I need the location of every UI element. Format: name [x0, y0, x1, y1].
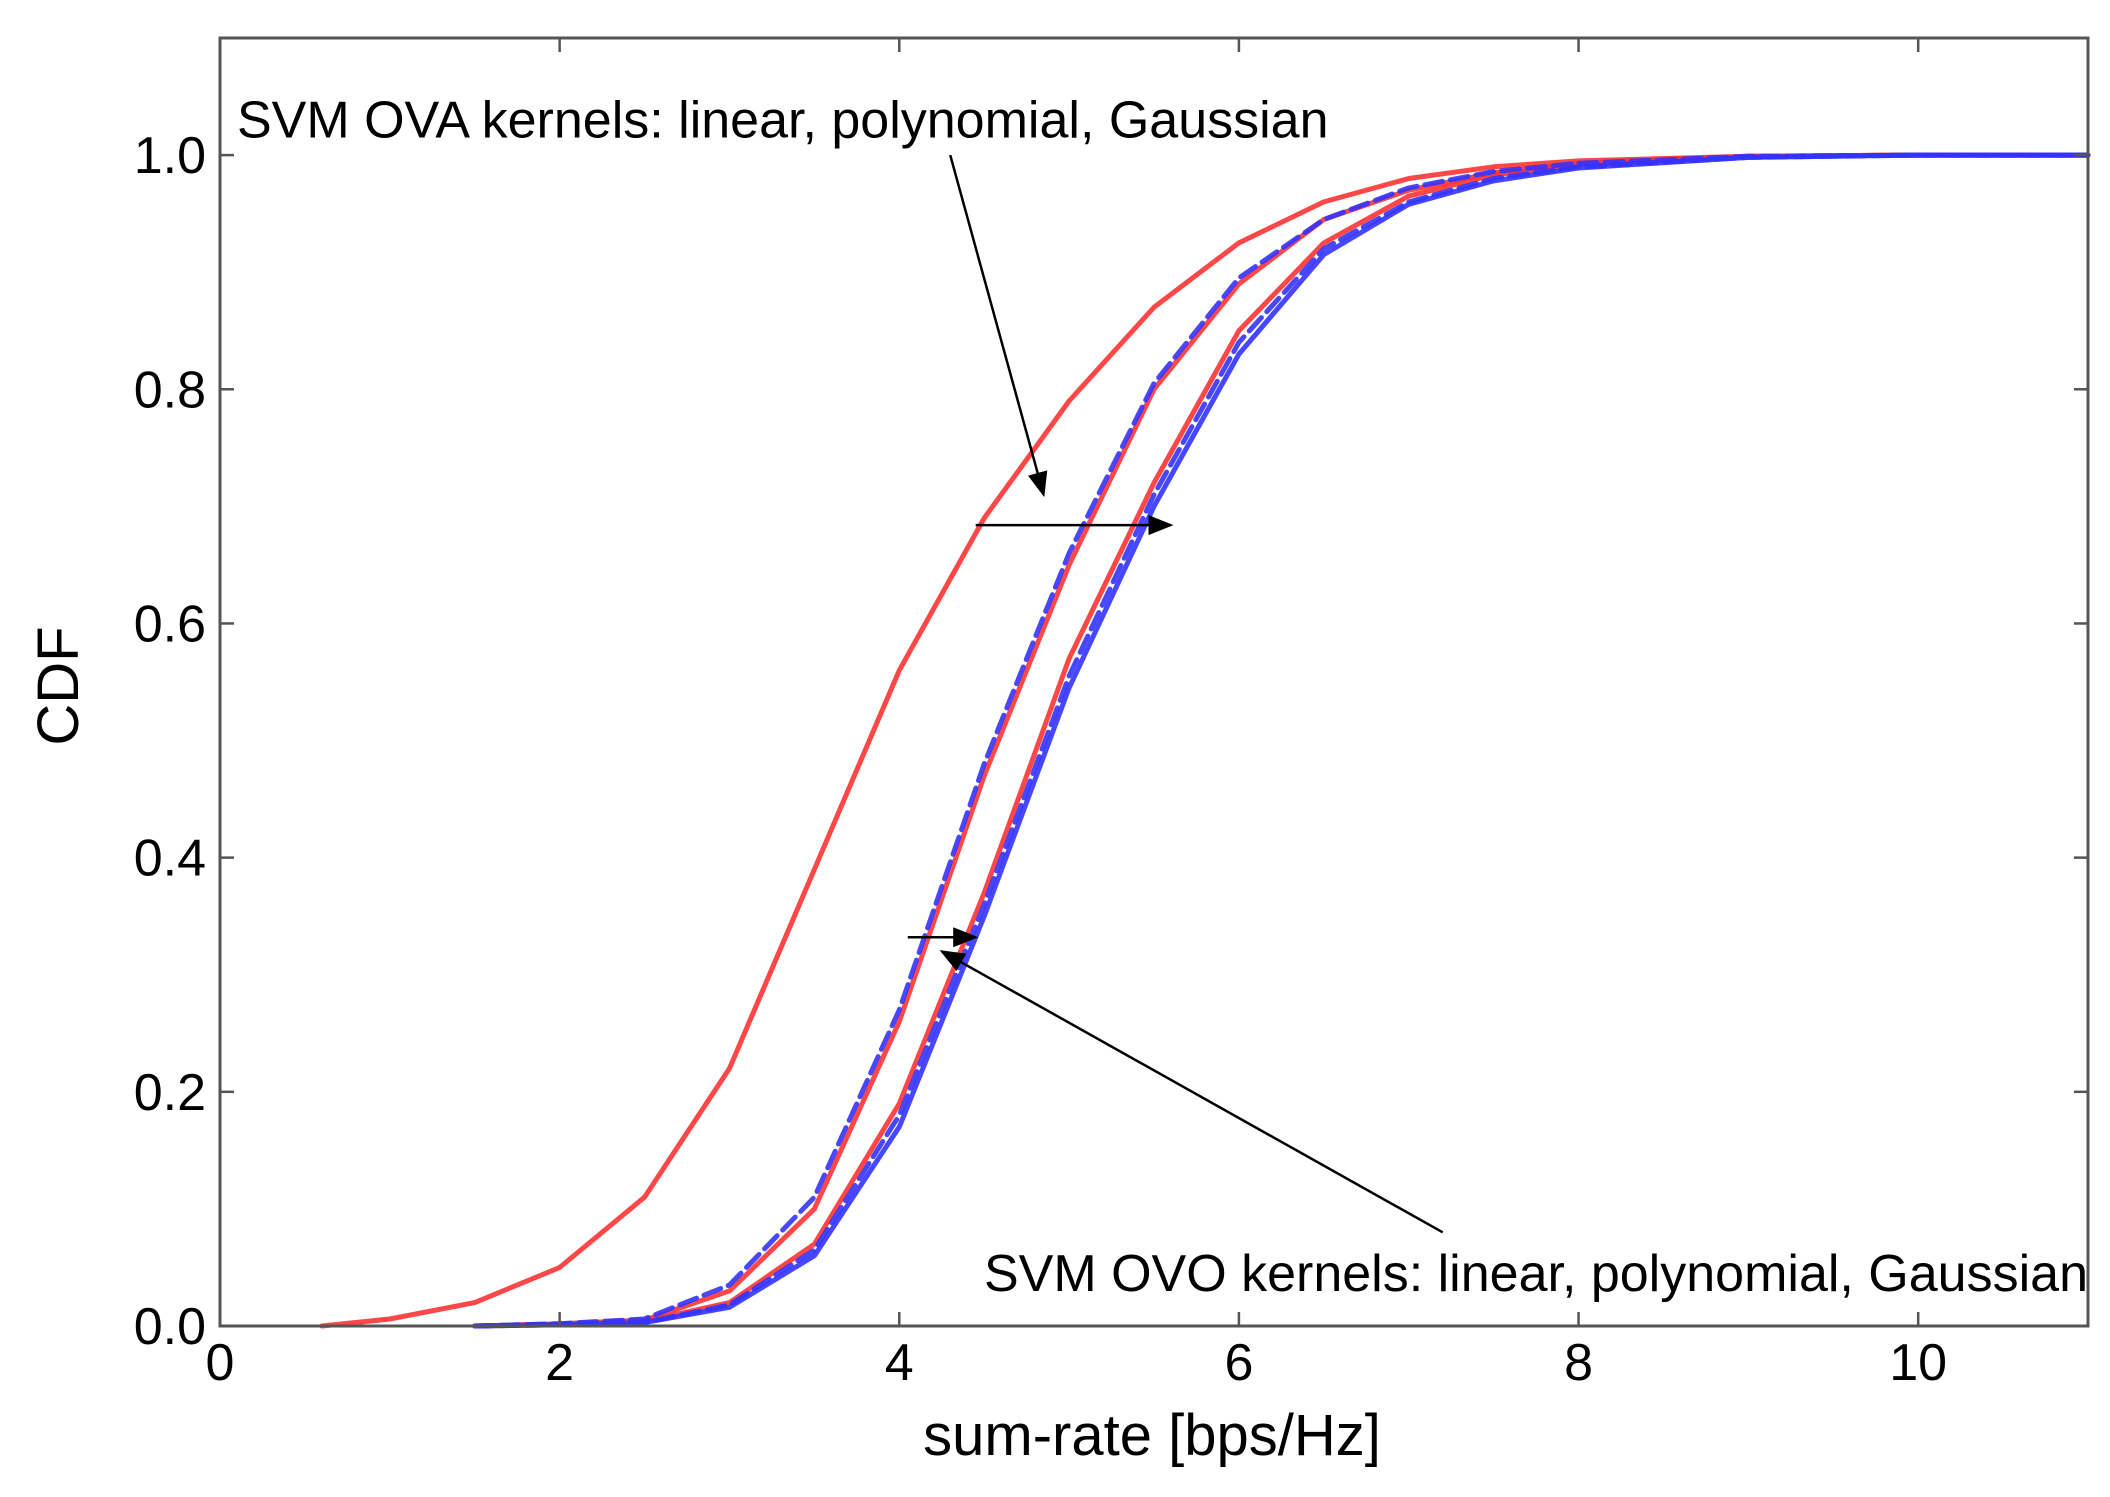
y-tick-label: 0.8	[134, 361, 206, 419]
annotation-pointer-arrow-ova	[949, 154, 1048, 498]
x-tick-label: 8	[1564, 1334, 1593, 1392]
x-axis-label: sum-rate [bps/Hz]	[923, 1403, 1381, 1468]
y-tick-label: 1.0	[134, 127, 206, 185]
x-tick-label: 0	[206, 1334, 235, 1392]
annotation-label-ova: SVM OVA kernels: linear, polynomial, Gau…	[237, 92, 1329, 150]
x-tick-label: 2	[545, 1334, 574, 1392]
plot-frame	[218, 36, 2090, 1328]
x-tick-label: 6	[1224, 1334, 1253, 1392]
series-line-svm-ovo-gaussian	[472, 152, 2091, 1329]
y-tick-label: 0.2	[134, 1064, 206, 1122]
annotation-pointer-arrow-ovo	[939, 950, 1444, 1234]
series-line-svm-ovo-linear	[472, 152, 2091, 1329]
y-axis-label: CDF	[26, 626, 91, 745]
y-tick-label: 0.0	[134, 1298, 206, 1356]
series-layer	[319, 152, 2091, 1329]
x-tick-label: 10	[1889, 1334, 1947, 1392]
x-tick-label: 4	[885, 1334, 914, 1392]
annotation-layer: SVM OVA kernels: linear, polynomial, Gau…	[237, 92, 2088, 1303]
y-tick-label: 0.4	[134, 830, 206, 888]
annotation-label-ovo: SVM OVO kernels: linear, polynomial, Gau…	[984, 1245, 2088, 1303]
axes-layer: 0 2 4 6 8 10 0.0 0.2 0.4 0.6 0.8 1.0	[134, 36, 2090, 1392]
y-tick-label: 0.6	[134, 595, 206, 653]
